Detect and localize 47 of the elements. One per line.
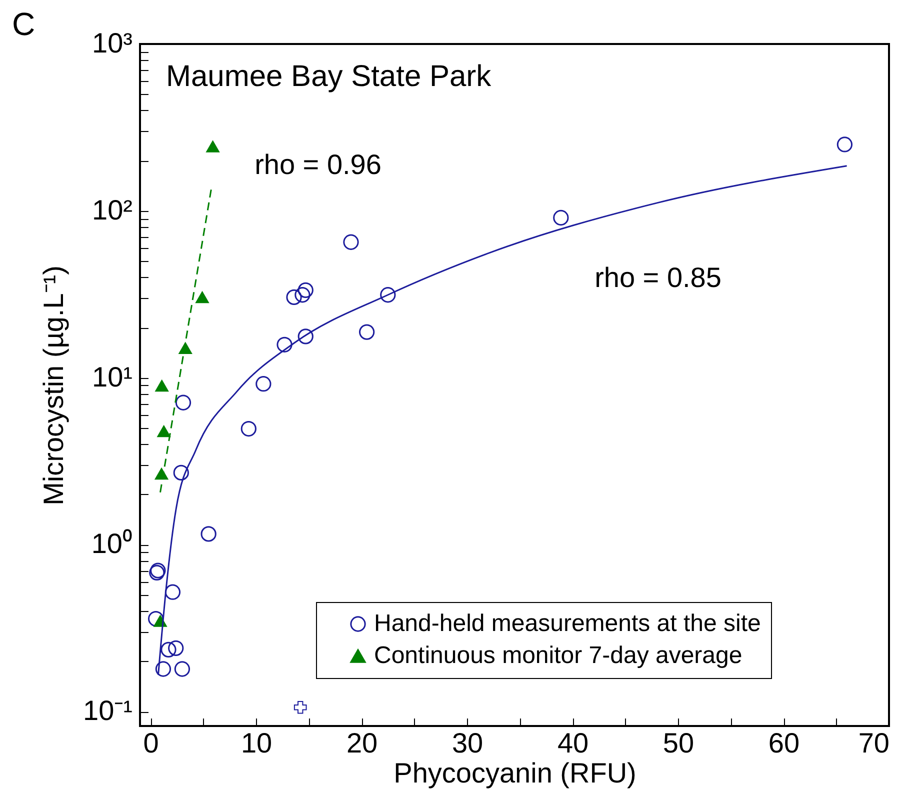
x-tick-label: 70 bbox=[858, 728, 890, 758]
y-tick-label: 10² bbox=[92, 194, 132, 226]
point bbox=[155, 661, 172, 677]
y-tick-label: 10⁰ bbox=[91, 528, 132, 560]
point bbox=[160, 642, 176, 658]
point bbox=[195, 290, 210, 304]
x-axis-title: Phycocyanin (RFU) bbox=[394, 758, 636, 788]
point bbox=[164, 584, 181, 600]
y-tick-label: 10⁻¹ bbox=[83, 695, 132, 726]
x-tick-label: 30 bbox=[452, 728, 484, 758]
point bbox=[206, 140, 220, 152]
point bbox=[173, 464, 189, 481]
text: Maumee Bay State Park bbox=[166, 60, 492, 93]
point bbox=[156, 424, 171, 438]
text: C bbox=[12, 6, 36, 42]
y-axis-title: Microcystin (µg.L⁻¹) bbox=[38, 266, 70, 506]
annotation: rho = 0.96 bbox=[254, 149, 382, 180]
point bbox=[148, 610, 164, 627]
point bbox=[380, 287, 396, 303]
legend-label: Continuous monitor 7-day average bbox=[374, 642, 742, 669]
point bbox=[276, 336, 292, 352]
point bbox=[168, 640, 184, 656]
x-tick-label: 50 bbox=[662, 728, 694, 758]
point bbox=[256, 376, 272, 392]
point bbox=[174, 661, 190, 677]
y-tick-label: 10³ bbox=[92, 28, 132, 58]
x-tick-label: 10 bbox=[240, 728, 272, 758]
point bbox=[298, 328, 314, 344]
point bbox=[343, 234, 359, 250]
x-tick-label: 60 bbox=[768, 728, 800, 758]
point bbox=[836, 136, 853, 152]
point bbox=[358, 324, 375, 340]
x-tick-label: 0 bbox=[143, 728, 159, 758]
y-tick-label: 10¹ bbox=[92, 361, 132, 392]
x-tick-label: 40 bbox=[557, 728, 589, 758]
point bbox=[286, 289, 302, 306]
point bbox=[240, 420, 256, 437]
annotation: rho = 0.85 bbox=[594, 262, 722, 293]
legend-label: Hand-held measurements at the site bbox=[374, 610, 761, 637]
point bbox=[298, 282, 314, 298]
point bbox=[200, 526, 216, 542]
x-tick-label: 20 bbox=[346, 728, 378, 758]
point bbox=[553, 210, 569, 226]
point bbox=[294, 700, 307, 714]
point bbox=[175, 394, 192, 410]
point bbox=[294, 287, 310, 303]
point bbox=[154, 379, 169, 392]
